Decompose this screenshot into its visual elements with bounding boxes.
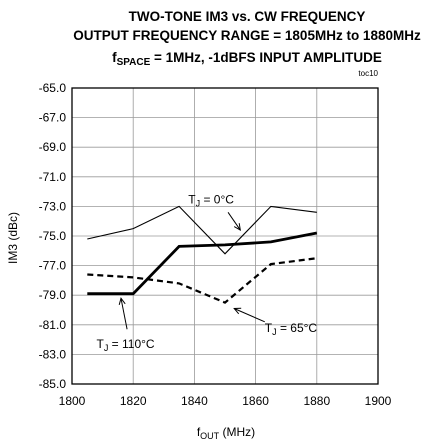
series-line-dashed [87,257,317,304]
y-tick-label-1: -67.0 [39,111,67,125]
x-tick-label-4: 1880 [303,394,330,408]
annotation-tj-110-arrow-head [118,297,126,306]
annotations: TJ = 0°C TJ = 110°C TJ = 65°C [96,193,317,353]
y-tick-label-10: -85.0 [39,377,67,391]
x-tick-label-1: 1820 [120,394,147,408]
series-line-thick [87,231,318,296]
annotation-tj-65-label: TJ = 65°C [265,321,318,337]
x-axis-label: fOUT (MHz) [197,425,255,441]
chart-title-line-2: OUTPUT FREQUENCY RANGE = 1805MHz to 1880… [73,28,421,43]
annotation-tj-110-arrow-line [120,298,128,330]
plot-frame [71,87,379,385]
annotation-tj-0-label: TJ = 0°C [188,193,234,209]
y-tick-label-3: -71.0 [39,170,67,184]
annotation-tj-65-arrow-head [233,307,242,315]
series-line-thin [87,205,317,255]
annotation-tj-0: TJ = 0°C [188,193,241,232]
y-tick-label-2: -69.0 [39,140,67,154]
annotation-tj-65-arrow-line [233,308,265,323]
y-tick-label-4: -73.0 [39,199,67,213]
series-lines [87,205,318,304]
annotation-tj-0-arrow-line [227,212,241,231]
x-tick-label-0: 1800 [59,394,86,408]
chart-title-line-3: fSPACE = 1MHz, -1dBFS INPUT AMPLITUDE [112,50,382,68]
y-tick-label-7: -79.0 [39,288,67,302]
figure-id: toc10 [358,69,378,78]
y-tick-label-6: -77.0 [39,259,67,273]
y-tick-label-5: -75.0 [39,229,67,243]
y-tick-label-9: -83.0 [39,347,67,361]
y-tick-labels: -65.0 -67.0 -69.0 -71.0 -73.0 -75.0 -77.0 -79.0… [39,81,67,391]
annotation-tj-65: TJ = 65°C [233,307,318,337]
annotation-tj-0-arrow-head [233,223,241,232]
x-tick-label-3: 1860 [242,394,269,408]
x-tick-label-2: 1840 [181,394,208,408]
x-tick-label-5: 1900 [365,394,392,408]
y-tick-label-8: -81.0 [39,318,67,332]
annotation-tj-110: TJ = 110°C [96,297,155,353]
chart-title-line-1: TWO-TONE IM3 vs. CW FREQUENCY [129,9,366,24]
y-axis-label: IM3 (dBc) [6,212,20,264]
annotation-tj-110-label: TJ = 110°C [96,337,154,353]
y-tick-label-0: -65.0 [39,81,67,95]
x-tick-labels: 1800 1820 1840 1860 1880 1900 [59,394,392,408]
